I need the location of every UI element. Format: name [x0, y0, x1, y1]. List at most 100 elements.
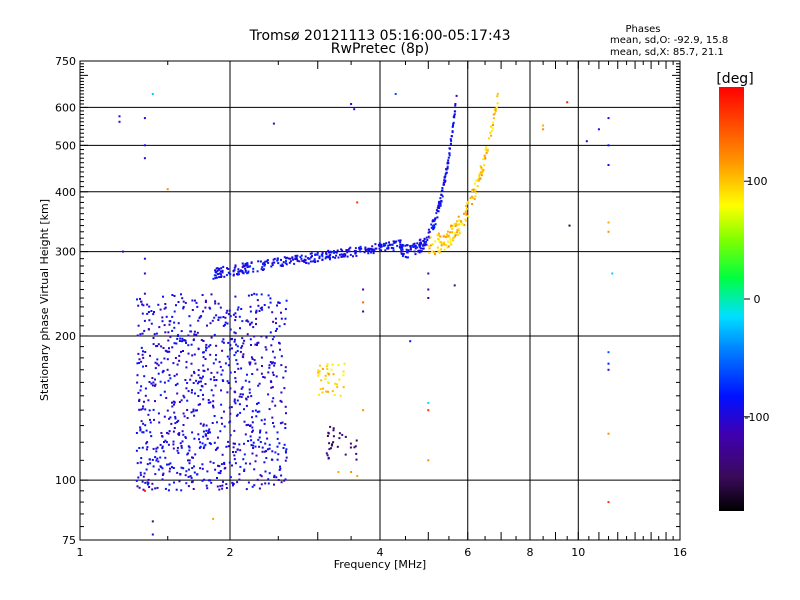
data-point: [136, 374, 139, 377]
data-point: [229, 420, 232, 423]
data-point: [243, 408, 245, 411]
data-point: [326, 381, 329, 384]
data-point: [418, 244, 421, 247]
data-point: [188, 459, 191, 462]
data-point: [305, 262, 308, 264]
data-point: [245, 404, 248, 407]
data-point: [409, 340, 412, 343]
data-point: [252, 429, 254, 432]
data-point: [428, 251, 431, 254]
data-point: [198, 446, 201, 449]
data-point: [449, 138, 452, 141]
data-point: [422, 240, 425, 242]
data-point: [180, 350, 182, 353]
data-point: [182, 467, 185, 470]
chart-title: Tromsø 20121113 05:16:00-05:17:43: [249, 28, 511, 44]
data-point: [335, 254, 338, 257]
data-point: [324, 374, 327, 377]
data-point: [406, 251, 409, 254]
data-point: [259, 431, 261, 434]
data-point: [250, 395, 253, 398]
data-point: [149, 462, 152, 465]
data-point: [280, 317, 283, 320]
data-point: [209, 460, 212, 463]
data-point: [163, 390, 166, 393]
data-point: [141, 332, 144, 335]
data-point: [271, 311, 274, 314]
data-point: [390, 246, 393, 249]
data-point: [215, 354, 217, 357]
data-point: [145, 448, 148, 451]
data-point: [328, 448, 331, 451]
data-point: [455, 94, 458, 97]
data-point: [225, 274, 228, 277]
data-point: [139, 471, 142, 474]
data-point: [310, 252, 313, 255]
data-point: [243, 265, 246, 268]
data-point: [337, 364, 340, 366]
data-point: [232, 482, 235, 485]
data-point: [237, 273, 240, 276]
data-point: [312, 260, 315, 263]
data-point: [161, 467, 164, 470]
data-point: [607, 144, 610, 147]
data-point: [174, 422, 177, 425]
data-point: [261, 446, 264, 449]
data-point: [223, 463, 226, 465]
data-point: [382, 244, 385, 247]
data-point: [199, 389, 202, 392]
data-point: [444, 175, 447, 178]
data-point: [251, 485, 254, 488]
data-point: [344, 435, 347, 438]
data-point: [276, 258, 279, 261]
data-point: [349, 253, 352, 256]
data-point: [442, 183, 445, 186]
data-point: [236, 350, 239, 352]
data-point: [273, 257, 276, 260]
data-point: [220, 389, 222, 392]
scatter-points: [118, 92, 614, 536]
x-tick-label: 10: [571, 546, 585, 559]
data-point: [217, 471, 220, 474]
data-point: [349, 446, 352, 449]
data-point: [166, 358, 169, 361]
data-point: [148, 409, 151, 412]
data-point: [223, 467, 226, 470]
data-point: [241, 266, 244, 269]
data-point: [355, 458, 358, 461]
data-point: [223, 410, 225, 413]
data-point: [393, 242, 396, 244]
data-point: [161, 320, 164, 323]
data-point: [478, 174, 481, 177]
data-point: [191, 389, 193, 392]
data-point: [447, 240, 449, 243]
data-point: [250, 262, 253, 264]
data-point: [319, 364, 321, 367]
data-point: [334, 251, 337, 253]
data-point: [206, 470, 209, 473]
data-point: [285, 448, 288, 451]
data-point: [418, 239, 421, 242]
data-point: [196, 382, 199, 385]
data-point: [467, 215, 470, 218]
data-point: [186, 409, 189, 411]
data-point: [369, 247, 372, 250]
data-point: [434, 217, 437, 220]
data-point: [219, 430, 222, 433]
data-point: [245, 488, 248, 491]
data-point: [251, 452, 254, 455]
data-point: [192, 339, 195, 342]
data-point: [292, 258, 294, 261]
data-point: [248, 361, 251, 364]
data-point: [247, 423, 250, 426]
data-point: [219, 270, 222, 273]
data-point: [261, 450, 264, 453]
data-point: [221, 484, 224, 487]
data-point: [216, 421, 218, 424]
data-point: [249, 322, 252, 325]
data-point: [447, 245, 450, 248]
data-point: [336, 249, 339, 252]
data-point: [158, 421, 161, 424]
data-point: [209, 353, 212, 356]
data-point: [359, 250, 362, 253]
